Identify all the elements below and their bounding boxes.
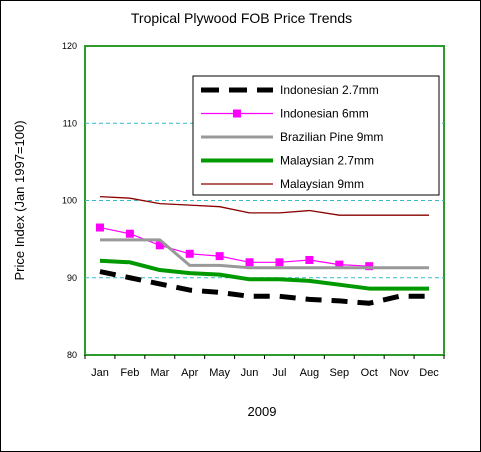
series-line-indonesian-2-7mm	[99, 269, 430, 306]
x-tick-label-dec: Dec	[419, 367, 439, 379]
x-tick-label-sep: Sep	[330, 367, 350, 379]
x-tick-label-may: May	[209, 367, 230, 379]
y-axis-label: Price Index (Jan 1997=100)	[12, 120, 27, 280]
legend-marker-indonesian-6mm	[233, 109, 241, 118]
x-tick-label-aug: Aug	[300, 367, 320, 379]
y-tick-label-90: 90	[67, 273, 77, 283]
x-tick-label-mar: Mar	[150, 367, 169, 379]
series-line-malaysian-2-7mm	[99, 258, 430, 291]
x-tick-label-jul: Jul	[272, 367, 286, 379]
series-line-malaysian-9mm	[99, 195, 430, 216]
data-point-indonesian-6mm-apr	[185, 249, 194, 258]
data-point-indonesian-6mm-aug	[305, 255, 314, 264]
legend-label-malaysian-9mm: Malaysian 9mm	[280, 177, 364, 191]
x-tick-label-nov: Nov	[389, 367, 409, 379]
legend-label-malaysian-2-7mm: Malaysian 2.7mm	[280, 154, 374, 168]
x-tick-label-feb: Feb	[120, 367, 139, 379]
legend-label-indonesian-2-7mm: Indonesian 2.7mm	[280, 83, 379, 97]
y-tick-label-80: 80	[67, 350, 77, 360]
series-line-indonesian-6mm	[99, 226, 370, 267]
data-point-indonesian-6mm-jul	[275, 258, 284, 267]
chart-title: Tropical Plywood FOB Price Trends	[130, 10, 353, 26]
x-tick-label-oct: Oct	[361, 367, 378, 379]
data-point-indonesian-6mm-feb	[125, 229, 134, 238]
y-tick-label-110: 110	[63, 118, 77, 128]
data-point-indonesian-6mm-jun	[245, 258, 254, 267]
y-tick-label-120: 120	[62, 41, 77, 51]
data-point-indonesian-6mm-oct	[365, 262, 374, 271]
x-tick-label-jan: Jan	[91, 367, 109, 379]
x-tick-label-jun: Jun	[241, 367, 259, 379]
legend-label-brazilian-pine-9mm: Brazilian Pine 9mm	[280, 130, 383, 144]
data-point-indonesian-6mm-jan	[95, 223, 104, 232]
data-point-indonesian-6mm-mar	[155, 241, 164, 250]
y-tick-label-100: 100	[62, 196, 77, 206]
series-line-brazilian-pine-9mm	[99, 238, 430, 270]
x-tick-label-apr: Apr	[181, 367, 198, 379]
legend-label-indonesian-6mm: Indonesian 6mm	[280, 107, 369, 121]
data-point-indonesian-6mm-sep	[335, 260, 344, 269]
data-point-indonesian-6mm-may	[215, 252, 224, 261]
x-axis-label: 2009	[248, 404, 277, 419]
